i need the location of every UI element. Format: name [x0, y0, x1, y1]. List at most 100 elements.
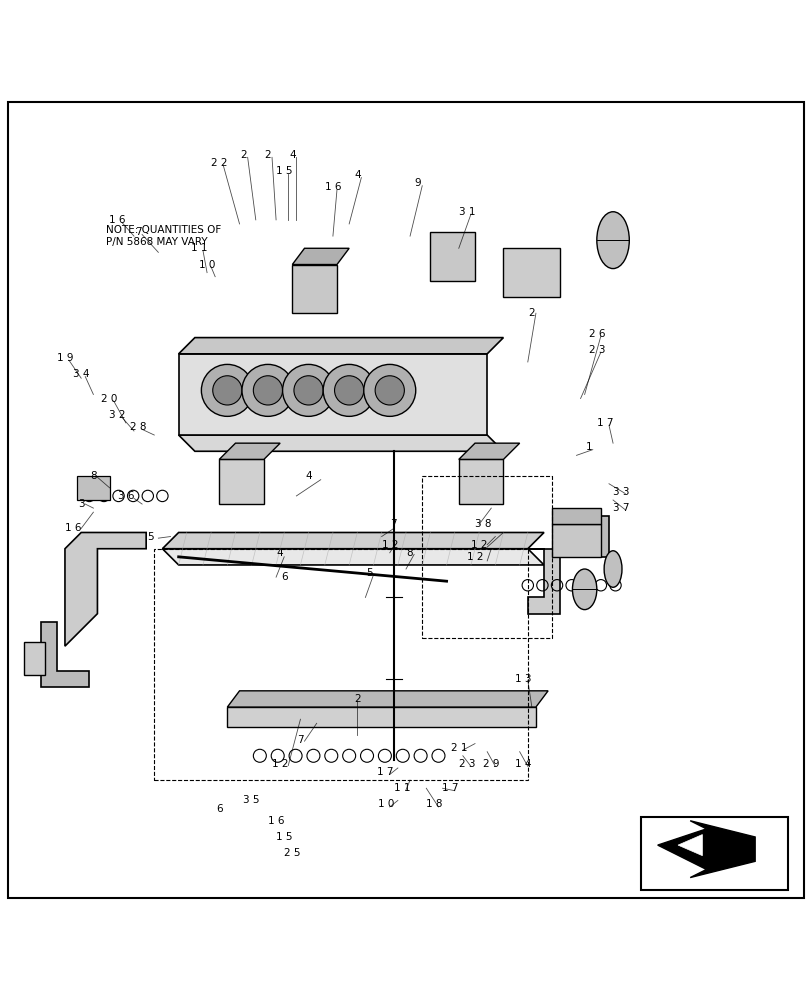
Text: 6: 6: [216, 804, 222, 814]
Text: 1 8: 1 8: [426, 799, 442, 809]
Text: 8: 8: [406, 548, 413, 558]
Text: 1 6: 1 6: [268, 816, 284, 826]
Text: 1 7: 1 7: [442, 783, 458, 793]
Text: 3 3: 3 3: [612, 487, 629, 497]
Polygon shape: [178, 354, 487, 435]
Text: 1 9: 1 9: [57, 353, 73, 363]
Text: 1 2: 1 2: [272, 759, 288, 769]
Text: 1 5: 1 5: [276, 832, 292, 842]
Circle shape: [375, 376, 404, 405]
Circle shape: [363, 364, 415, 416]
Text: 4: 4: [289, 150, 295, 160]
Text: 1 5: 1 5: [276, 166, 292, 176]
Bar: [77, 476, 109, 500]
Text: 2: 2: [240, 150, 247, 160]
Text: 2 8: 2 8: [130, 422, 146, 432]
Polygon shape: [657, 821, 754, 878]
Text: 2 9: 2 9: [483, 759, 499, 769]
Circle shape: [334, 376, 363, 405]
Text: 1 2: 1 2: [466, 552, 483, 562]
Text: 2: 2: [528, 308, 534, 318]
Text: 5: 5: [147, 532, 153, 542]
Polygon shape: [162, 532, 543, 549]
Polygon shape: [227, 691, 547, 707]
Text: NOTE: QUANTITIES OF
P/N 5868 MAY VARY: NOTE: QUANTITIES OF P/N 5868 MAY VARY: [105, 225, 221, 247]
Text: 3 6: 3 6: [118, 491, 134, 501]
Text: 3 2: 3 2: [109, 410, 126, 420]
Circle shape: [201, 364, 253, 416]
Bar: [551, 508, 600, 524]
Text: 8: 8: [90, 471, 97, 481]
Bar: [551, 524, 600, 557]
Text: 2 0: 2 0: [101, 393, 118, 403]
Ellipse shape: [572, 569, 596, 610]
Text: 2 5: 2 5: [284, 848, 300, 858]
Bar: [154, 549, 527, 780]
Text: 1 0: 1 0: [377, 799, 393, 809]
Text: 9: 9: [414, 178, 421, 188]
Bar: [24, 642, 45, 675]
Polygon shape: [178, 435, 503, 451]
Text: 7: 7: [390, 519, 397, 529]
Text: 3 1: 3 1: [458, 207, 474, 217]
Bar: [422, 476, 551, 638]
Bar: [503, 248, 560, 297]
Circle shape: [282, 364, 334, 416]
Text: 1 7: 1 7: [596, 418, 612, 428]
Ellipse shape: [596, 212, 629, 269]
Polygon shape: [65, 532, 146, 646]
Text: 1 6: 1 6: [65, 523, 81, 533]
Polygon shape: [560, 516, 608, 557]
Text: 2 3: 2 3: [458, 759, 474, 769]
Bar: [292, 265, 337, 313]
Text: 1 2: 1 2: [381, 540, 397, 550]
Bar: [458, 459, 503, 504]
Polygon shape: [219, 443, 280, 459]
Text: 4: 4: [354, 170, 360, 180]
Text: 2 3: 2 3: [588, 345, 604, 355]
Bar: [227, 707, 535, 727]
Polygon shape: [458, 443, 519, 459]
Text: 2 6: 2 6: [588, 329, 604, 339]
Text: 2 1: 2 1: [450, 743, 466, 753]
Text: 1: 1: [585, 442, 591, 452]
Circle shape: [242, 364, 294, 416]
Text: 1 0: 1 0: [199, 260, 215, 270]
Text: 2 2: 2 2: [211, 158, 227, 168]
Polygon shape: [527, 549, 560, 614]
Text: 1 7: 1 7: [377, 767, 393, 777]
Text: 3 4: 3 4: [73, 369, 89, 379]
Polygon shape: [178, 338, 503, 354]
Text: 1 1: 1 1: [393, 783, 410, 793]
Text: 4: 4: [277, 548, 283, 558]
Text: 5: 5: [366, 568, 372, 578]
Text: 3: 3: [78, 499, 84, 509]
Text: 4: 4: [305, 471, 311, 481]
Polygon shape: [292, 248, 349, 265]
Bar: [219, 459, 264, 504]
Text: 1 3: 1 3: [515, 674, 531, 684]
Circle shape: [323, 364, 375, 416]
Text: 1 1: 1 1: [191, 243, 207, 253]
Circle shape: [212, 376, 242, 405]
Text: 3 8: 3 8: [474, 519, 491, 529]
Text: 3 7: 3 7: [612, 503, 629, 513]
Ellipse shape: [603, 551, 621, 587]
Circle shape: [253, 376, 282, 405]
Polygon shape: [162, 549, 543, 565]
Polygon shape: [41, 622, 89, 687]
Text: 2: 2: [354, 694, 360, 704]
Bar: [641, 817, 787, 890]
Text: 7: 7: [135, 227, 141, 237]
Text: 7: 7: [297, 735, 303, 745]
Text: 2: 2: [264, 150, 271, 160]
Bar: [430, 232, 474, 281]
Circle shape: [294, 376, 323, 405]
Polygon shape: [677, 835, 702, 856]
Text: 1 4: 1 4: [515, 759, 531, 769]
Text: 3 5: 3 5: [243, 795, 260, 805]
Text: 1 6: 1 6: [324, 182, 341, 192]
Text: 1 2: 1 2: [470, 540, 487, 550]
Text: 6: 6: [281, 572, 287, 582]
Text: 1 6: 1 6: [109, 215, 126, 225]
